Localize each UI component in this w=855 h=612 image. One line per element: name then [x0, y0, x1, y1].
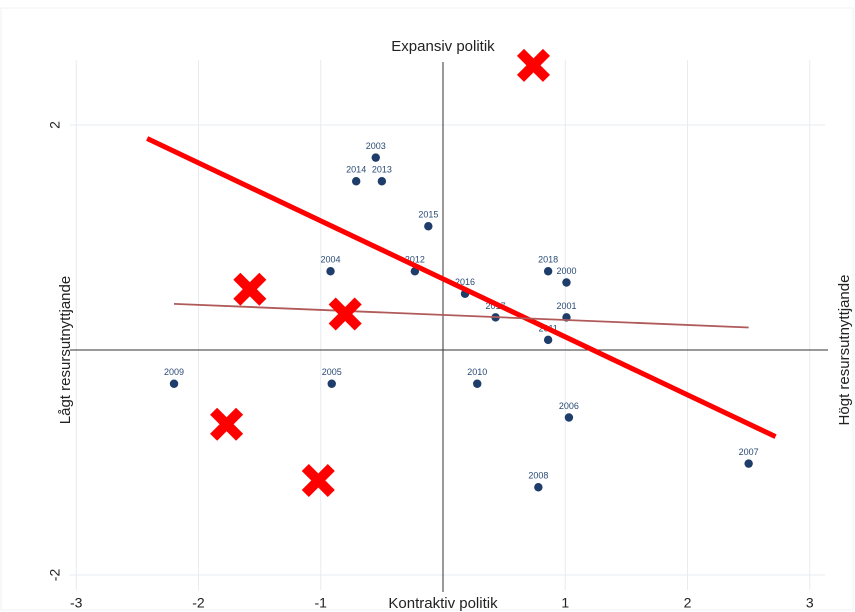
point	[371, 153, 380, 162]
point-label: 2004	[321, 255, 341, 265]
x-marker	[516, 48, 551, 82]
point-label: 2003	[366, 141, 386, 151]
x-marker	[328, 297, 362, 331]
point	[169, 379, 179, 388]
point-label: 2012	[405, 255, 425, 265]
right-label: Högt resursutnyttjande	[836, 275, 853, 426]
point-label: 2000	[556, 266, 576, 276]
point-label: 2009	[164, 367, 184, 377]
point-label: 2001	[556, 301, 576, 311]
left-label: Lågt resursutnyttjande	[57, 276, 74, 424]
point	[377, 177, 387, 186]
x-marker	[301, 463, 335, 498]
point	[543, 267, 553, 276]
point-label: 2018	[538, 255, 558, 265]
y-tick-label: 2	[47, 121, 63, 129]
y-tick-label: -2	[47, 569, 63, 582]
point	[351, 177, 361, 186]
point-label: 2013	[372, 165, 392, 175]
fit-line	[146, 136, 777, 439]
point-label: 2006	[559, 401, 579, 411]
x-tick-label: -3	[70, 595, 83, 611]
x-tick-label: 3	[806, 595, 814, 611]
bottom-label: Kontraktiv politik	[388, 595, 498, 612]
point-label: 2005	[322, 367, 342, 377]
x-tick-label: -1	[315, 595, 328, 611]
x-tick-label: 2	[684, 595, 692, 611]
point-label: 2014	[346, 165, 366, 175]
point	[534, 483, 543, 492]
point	[326, 267, 335, 276]
point-label: 2007	[739, 447, 759, 457]
x-tick-label: 1	[561, 595, 569, 611]
point-label: 2010	[467, 367, 487, 377]
point-label: 2016	[455, 277, 475, 287]
x-marker	[210, 407, 244, 441]
point-label: 2008	[528, 471, 548, 481]
point	[473, 379, 482, 388]
x-marker	[233, 272, 267, 306]
x-tick-label: -2	[192, 595, 205, 611]
point	[744, 459, 753, 468]
point	[564, 413, 574, 422]
point	[543, 335, 553, 345]
point	[327, 379, 336, 388]
plot-frame	[0, 7, 854, 611]
fit-line	[173, 302, 749, 329]
point	[562, 278, 571, 287]
point	[424, 222, 433, 231]
top-label: Expansiv politik	[391, 38, 495, 55]
point-label: 2015	[418, 210, 438, 220]
